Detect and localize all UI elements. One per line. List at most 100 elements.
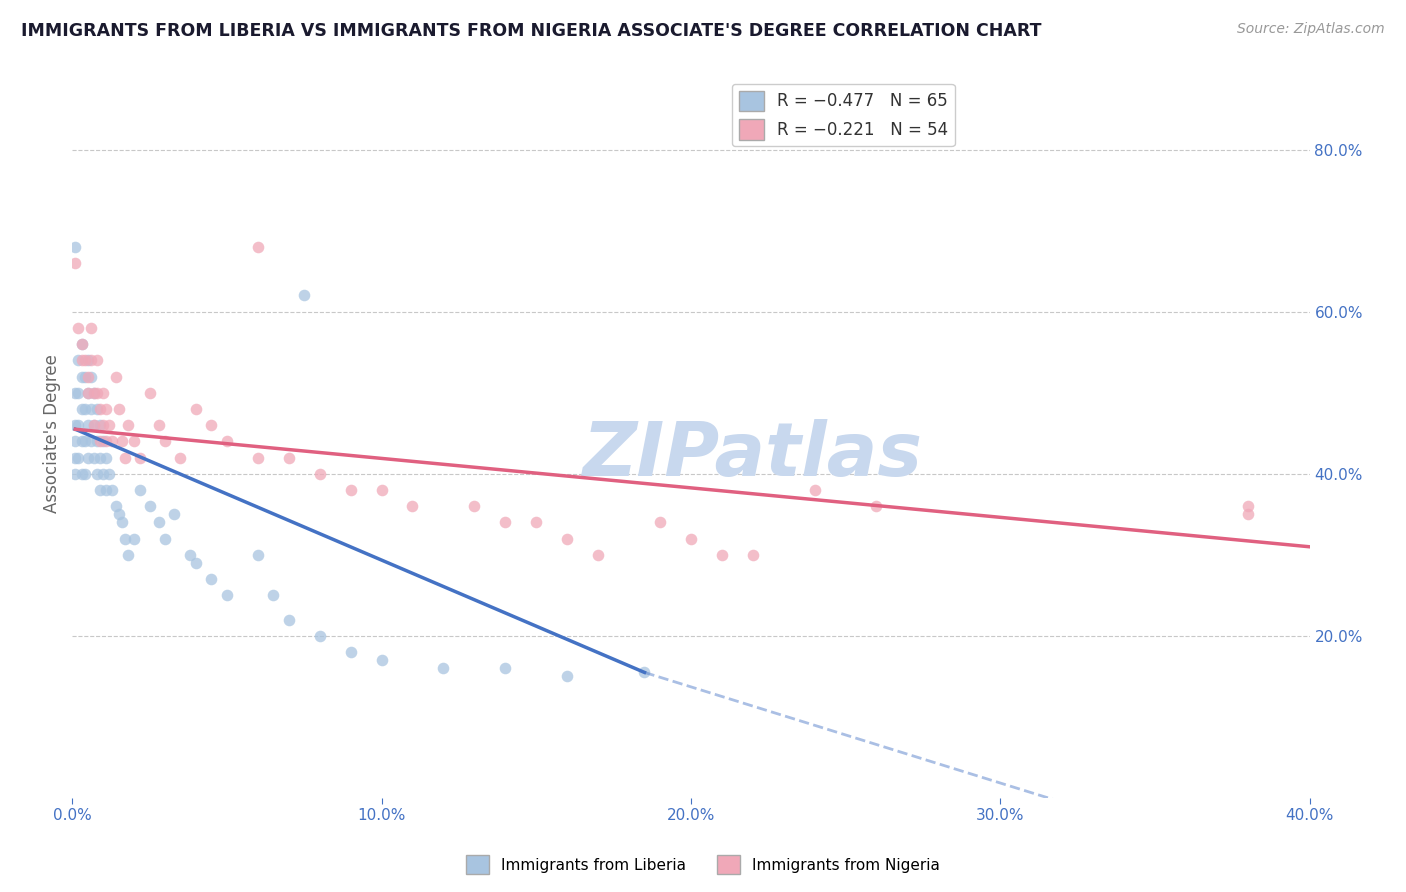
- Point: [86, 385, 108, 400]
- Point: [370, 653, 392, 667]
- Point: [555, 532, 578, 546]
- Point: [91, 385, 114, 400]
- Point: [101, 434, 124, 449]
- Point: [73, 369, 96, 384]
- Point: [494, 661, 516, 675]
- Point: [865, 500, 887, 514]
- Point: [65, 256, 87, 270]
- Point: [91, 418, 114, 433]
- Point: [153, 532, 176, 546]
- Text: Source: ZipAtlas.com: Source: ZipAtlas.com: [1237, 22, 1385, 37]
- Point: [169, 450, 191, 465]
- Point: [67, 418, 90, 433]
- Point: [339, 483, 361, 497]
- Point: [86, 434, 108, 449]
- Point: [89, 450, 111, 465]
- Point: [76, 369, 98, 384]
- Point: [65, 450, 87, 465]
- Point: [65, 434, 87, 449]
- Point: [524, 516, 547, 530]
- Point: [96, 483, 118, 497]
- Point: [401, 500, 423, 514]
- Point: [73, 434, 96, 449]
- Point: [633, 665, 655, 680]
- Point: [107, 508, 129, 522]
- Point: [89, 418, 111, 433]
- Point: [70, 467, 93, 481]
- Point: [101, 483, 124, 497]
- Point: [70, 337, 93, 351]
- Point: [67, 385, 90, 400]
- Point: [803, 483, 825, 497]
- Point: [65, 240, 87, 254]
- Legend: R = −0.477   N = 65, R = −0.221   N = 54: R = −0.477 N = 65, R = −0.221 N = 54: [733, 84, 955, 146]
- Point: [76, 353, 98, 368]
- Point: [83, 418, 105, 433]
- Point: [122, 532, 145, 546]
- Point: [262, 589, 284, 603]
- Point: [89, 483, 111, 497]
- Point: [308, 629, 330, 643]
- Point: [65, 418, 87, 433]
- Point: [200, 572, 222, 586]
- Point: [83, 385, 105, 400]
- Point: [117, 418, 139, 433]
- Text: ZIPatlas: ZIPatlas: [582, 418, 922, 491]
- Point: [89, 401, 111, 416]
- Point: [246, 240, 269, 254]
- Point: [76, 385, 98, 400]
- Point: [70, 369, 93, 384]
- Point: [96, 450, 118, 465]
- Point: [339, 645, 361, 659]
- Point: [83, 385, 105, 400]
- Point: [83, 450, 105, 465]
- Point: [111, 516, 134, 530]
- Point: [98, 467, 121, 481]
- Point: [91, 434, 114, 449]
- Point: [184, 401, 207, 416]
- Point: [80, 353, 103, 368]
- Point: [463, 500, 485, 514]
- Point: [73, 353, 96, 368]
- Point: [107, 401, 129, 416]
- Point: [73, 401, 96, 416]
- Point: [86, 467, 108, 481]
- Point: [114, 450, 136, 465]
- Point: [111, 434, 134, 449]
- Point: [648, 516, 671, 530]
- Point: [80, 434, 103, 449]
- Point: [679, 532, 702, 546]
- Point: [138, 385, 160, 400]
- Point: [184, 556, 207, 570]
- Point: [215, 434, 238, 449]
- Point: [76, 450, 98, 465]
- Point: [277, 613, 299, 627]
- Point: [117, 548, 139, 562]
- Point: [67, 321, 90, 335]
- Point: [494, 516, 516, 530]
- Point: [114, 532, 136, 546]
- Point: [76, 418, 98, 433]
- Point: [277, 450, 299, 465]
- Point: [80, 369, 103, 384]
- Point: [308, 467, 330, 481]
- Point: [98, 418, 121, 433]
- Point: [148, 516, 170, 530]
- Point: [179, 548, 201, 562]
- Point: [83, 418, 105, 433]
- Point: [70, 434, 93, 449]
- Point: [129, 450, 152, 465]
- Point: [65, 467, 87, 481]
- Legend: Immigrants from Liberia, Immigrants from Nigeria: Immigrants from Liberia, Immigrants from…: [460, 849, 946, 880]
- Point: [148, 418, 170, 433]
- Point: [741, 548, 763, 562]
- Point: [215, 589, 238, 603]
- Point: [129, 483, 152, 497]
- Point: [76, 385, 98, 400]
- Point: [73, 467, 96, 481]
- Point: [200, 418, 222, 433]
- Point: [555, 669, 578, 683]
- Point: [91, 467, 114, 481]
- Point: [138, 500, 160, 514]
- Point: [70, 401, 93, 416]
